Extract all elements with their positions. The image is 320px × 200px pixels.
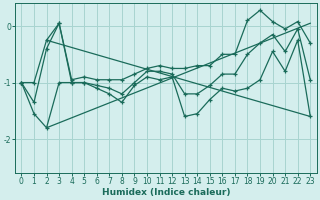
X-axis label: Humidex (Indice chaleur): Humidex (Indice chaleur) bbox=[101, 188, 230, 197]
